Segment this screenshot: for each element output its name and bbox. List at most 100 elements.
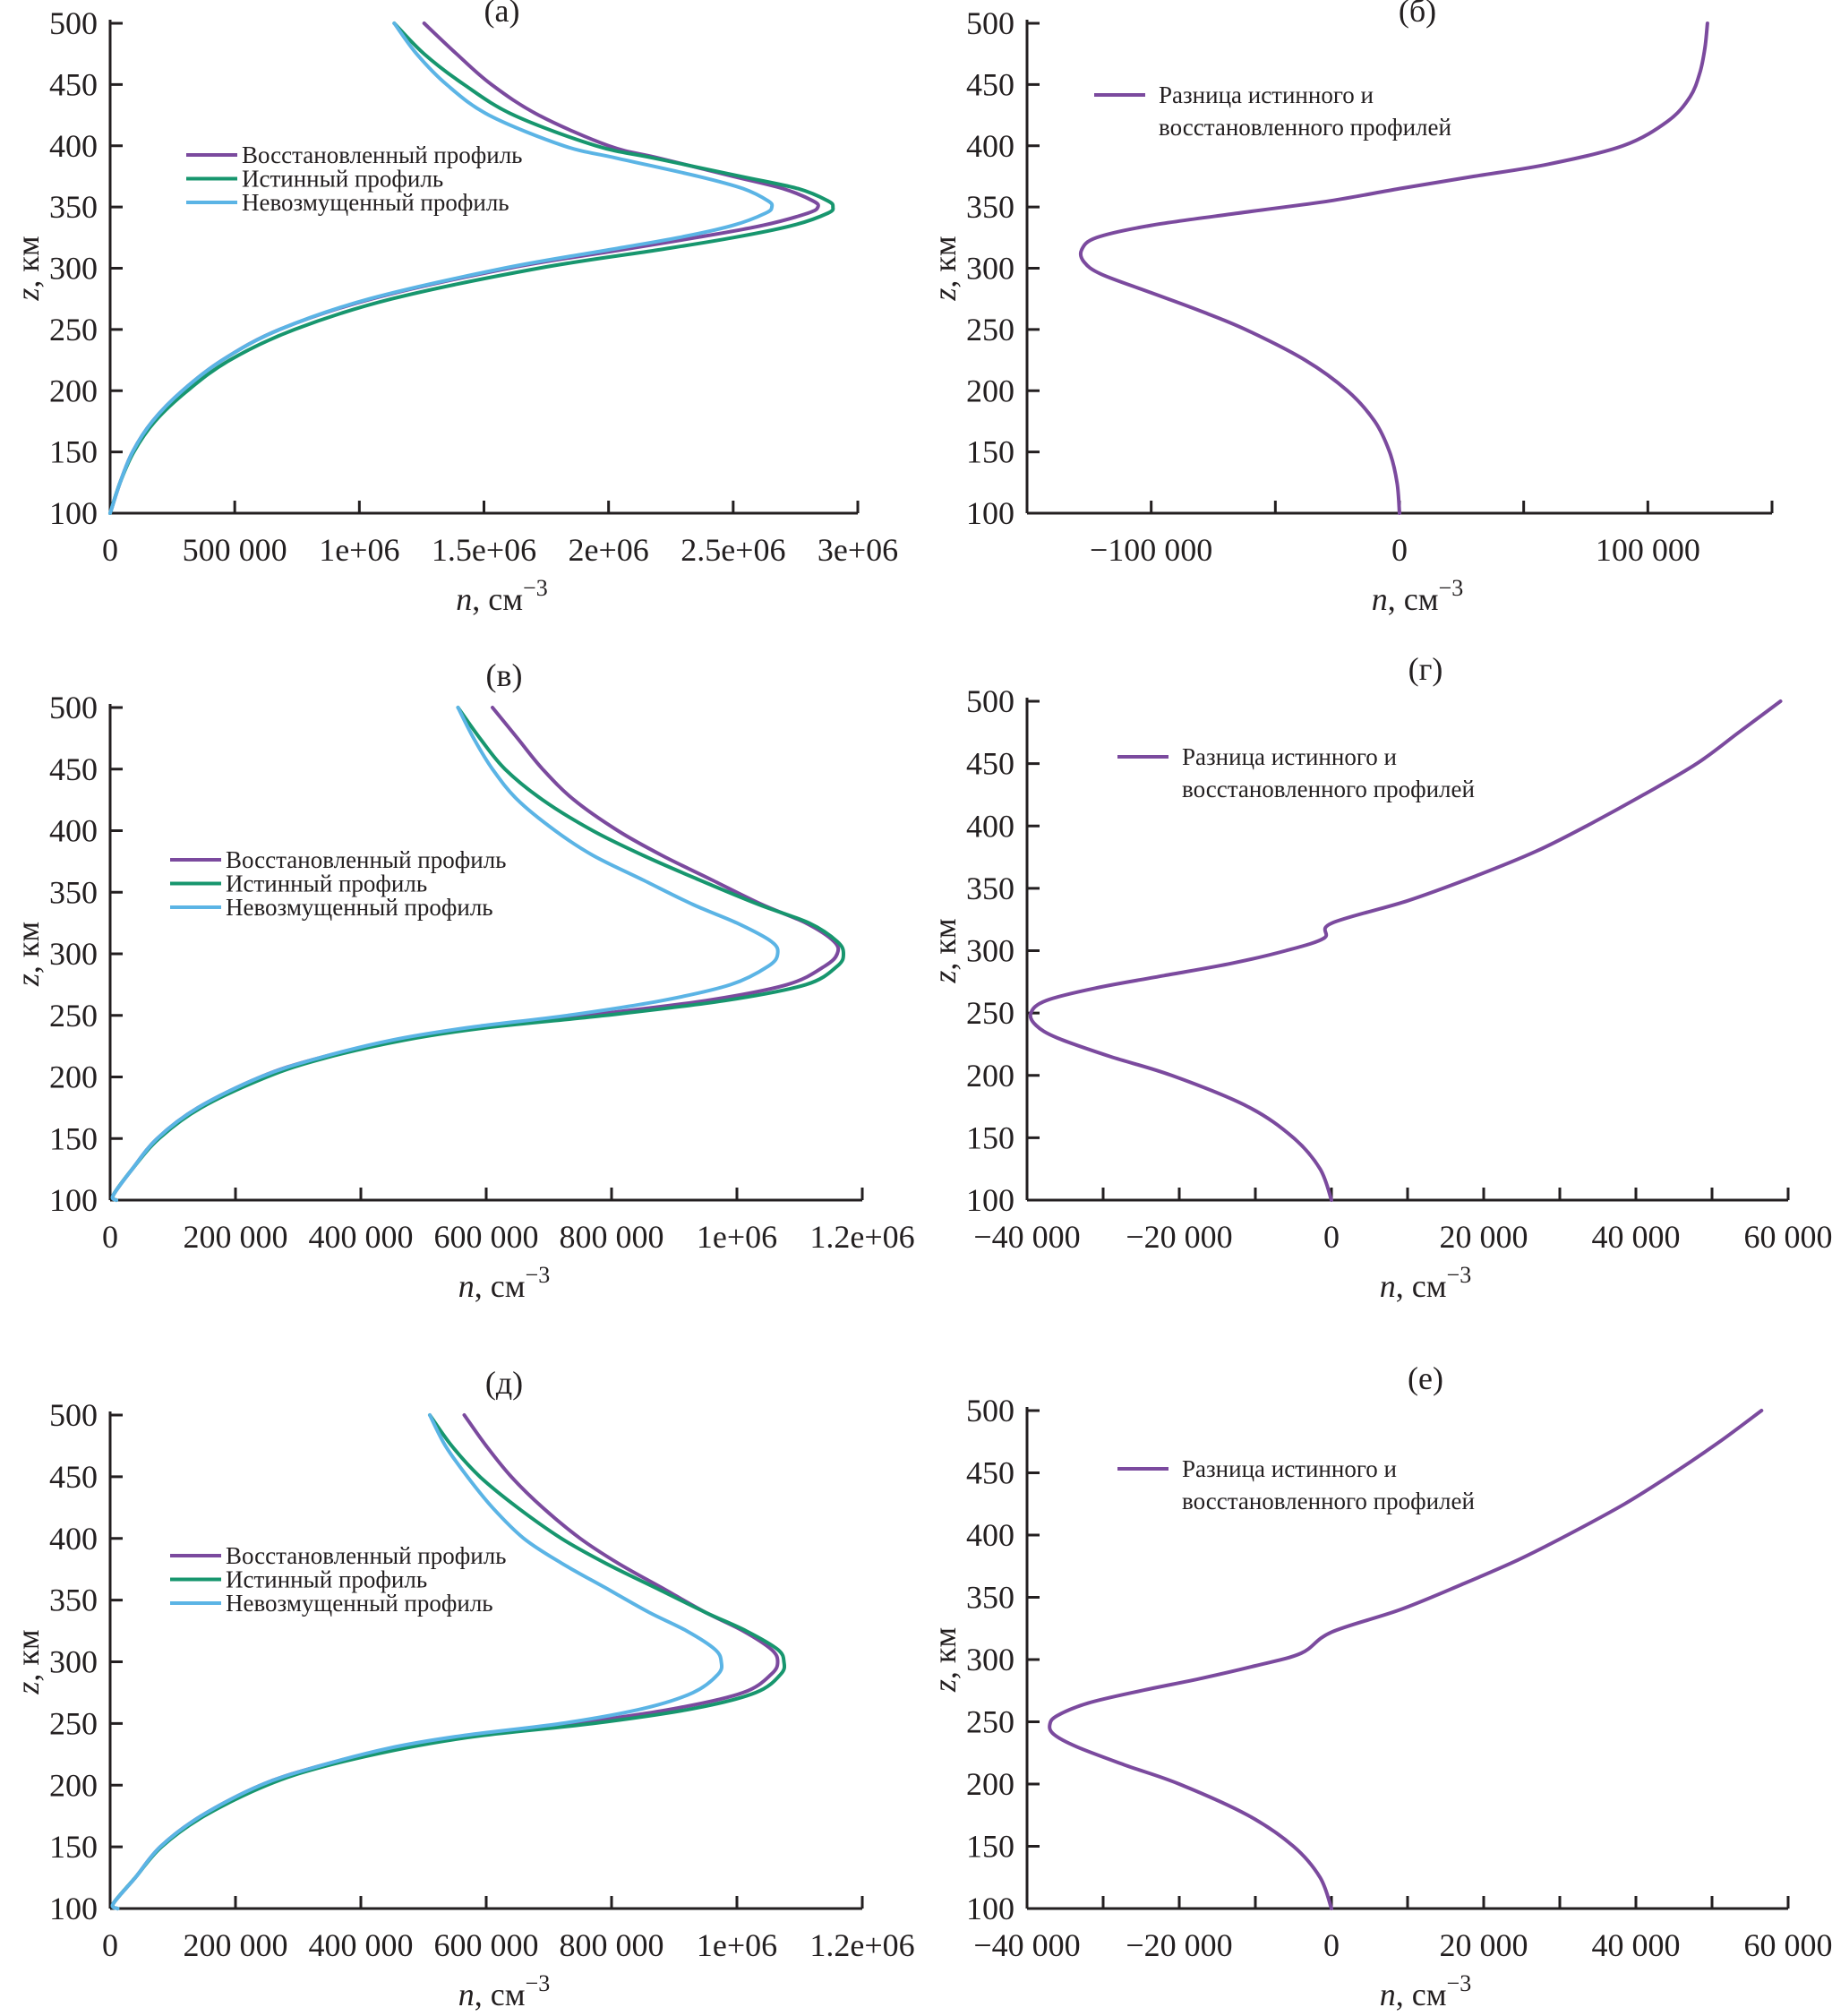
x-tick-label: 2.5e+06	[681, 532, 785, 568]
y-tick-label: 500	[49, 5, 98, 41]
y-tick-label: 100	[49, 495, 98, 531]
y-tick-label: 500	[49, 1397, 98, 1433]
legend-label-line1: Разница истинного и	[1182, 743, 1397, 770]
y-tick-label: 350	[966, 1580, 1014, 1616]
y-tick-label: 350	[966, 871, 1014, 906]
series-line-reconstructed	[110, 706, 841, 1202]
y-tick-label: 450	[966, 1455, 1014, 1491]
x-tick-label: 600 000	[434, 1927, 539, 1963]
x-tick-label: 800 000	[560, 1219, 664, 1255]
y-axis-label-var: z	[927, 1679, 963, 1693]
x-axis-label: n, см−3	[1372, 575, 1463, 617]
x-axis-label-unit: , см	[472, 581, 523, 617]
x-tick-label: −40 000	[973, 1219, 1080, 1255]
series-line-unperturbed	[108, 21, 775, 515]
y-axis-label-var: z	[10, 1682, 46, 1695]
y-tick-label: 450	[966, 66, 1014, 102]
series-line-unperturbed	[110, 706, 780, 1202]
y-tick-label: 400	[966, 1517, 1014, 1553]
legend-label: Невозмущенный профиль	[226, 1590, 493, 1617]
y-tick-label: 200	[966, 1766, 1014, 1802]
y-axis-label-var: z	[10, 288, 46, 302]
x-tick-label: 60 000	[1744, 1927, 1832, 1963]
y-tick-label: 500	[966, 5, 1014, 41]
x-axis-label-unit: , см	[1396, 1268, 1447, 1304]
x-tick-label: 200 000	[184, 1219, 288, 1255]
legend-label: Истинный профиль	[226, 871, 427, 897]
x-axis-label-var: n	[458, 1268, 475, 1304]
y-tick-label: 350	[49, 189, 98, 225]
legend: Разница истинного и восстановленного проф…	[1117, 743, 1475, 802]
x-tick-label: 0	[102, 1927, 118, 1963]
x-tick-label: −100 000	[1090, 532, 1212, 568]
legend-label: Восстановленный профиль	[226, 1542, 506, 1569]
x-axis-label-unit: , см	[1396, 1977, 1447, 2012]
x-axis-label-exponent: −3	[1439, 575, 1464, 601]
panel-title: (е)	[1408, 1360, 1443, 1396]
x-tick-label: 500 000	[183, 532, 287, 568]
y-tick-label: 300	[49, 1644, 98, 1680]
y-tick-label: 100	[966, 1182, 1014, 1218]
panel-title: (a)	[484, 0, 520, 29]
x-tick-label: 100 000	[1596, 532, 1700, 568]
y-tick-label: 500	[49, 690, 98, 725]
legend-label: Невозмущенный профиль	[226, 894, 493, 921]
x-tick-label: 20 000	[1440, 1927, 1528, 1963]
y-axis-label-unit: , км	[927, 236, 963, 287]
series-line-unperturbed	[110, 1413, 724, 1910]
panel-v: 100 150 200 250 300 350 400 450 500 0 200 000 400 0…	[10, 657, 915, 1304]
x-axis-label-var: n	[1380, 1268, 1396, 1304]
x-axis-label: n, см−3	[456, 575, 547, 617]
x-axis-label: n, см−3	[1380, 1262, 1471, 1304]
panel-e: 100 150 200 250 300 350 400 450 500 −40 000 −20 00…	[927, 1360, 1832, 2012]
series-line-difference	[1078, 21, 1709, 515]
y-tick-label: 400	[49, 128, 98, 164]
x-tick-label: 1.2e+06	[809, 1219, 914, 1255]
y-axis-label-var: z	[10, 974, 46, 987]
y-tick-label: 250	[49, 312, 98, 347]
legend-label: Истинный профиль	[242, 166, 443, 193]
y-tick-label: 450	[49, 751, 98, 787]
x-tick-label: 200 000	[184, 1927, 288, 1963]
y-tick-label: 400	[966, 808, 1014, 844]
y-tick-label: 300	[49, 251, 98, 287]
y-tick-label: 150	[49, 1120, 98, 1156]
y-tick-label: 350	[49, 874, 98, 910]
y-tick-label: 200	[49, 373, 98, 408]
y-tick-label: 150	[966, 1120, 1014, 1155]
y-axis-label: z, км	[927, 1627, 963, 1693]
x-tick-label: 0	[102, 1219, 118, 1255]
x-tick-label: 60 000	[1744, 1219, 1832, 1255]
x-axis-label: n, см−3	[1380, 1970, 1471, 2012]
series-line-reconstructed	[108, 21, 820, 515]
y-tick-label: 500	[966, 683, 1014, 719]
panel-d: 100 150 200 250 300 350 400 450 500 0 200 000 400 0…	[10, 1365, 915, 2012]
series-line-true	[108, 21, 835, 515]
y-tick-label: 250	[966, 312, 1014, 347]
x-tick-label: 1e+06	[319, 532, 399, 568]
y-tick-label: 450	[49, 66, 98, 102]
panel-title: (г)	[1408, 651, 1443, 687]
series-line-true	[110, 706, 845, 1202]
y-tick-label: 150	[966, 434, 1014, 470]
y-tick-label: 150	[49, 434, 98, 470]
y-tick-label: 400	[49, 813, 98, 849]
y-axis-label-var: z	[927, 288, 963, 302]
x-tick-label: 0	[102, 532, 118, 568]
x-axis-label-var: n	[1380, 1977, 1396, 2012]
y-tick-label: 250	[966, 995, 1014, 1031]
x-tick-label: 3e+06	[818, 532, 898, 568]
x-axis-label-exponent: −3	[523, 575, 548, 601]
y-tick-label: 250	[49, 998, 98, 1034]
x-axis-label-exponent: −3	[526, 1970, 551, 1996]
y-axis-label-var: z	[927, 971, 963, 984]
y-tick-label: 500	[966, 1393, 1014, 1428]
y-axis-label: z, км	[10, 236, 46, 301]
y-tick-label: 300	[966, 933, 1014, 969]
y-tick-label: 400	[966, 128, 1014, 164]
x-tick-label: 1e+06	[697, 1927, 777, 1963]
